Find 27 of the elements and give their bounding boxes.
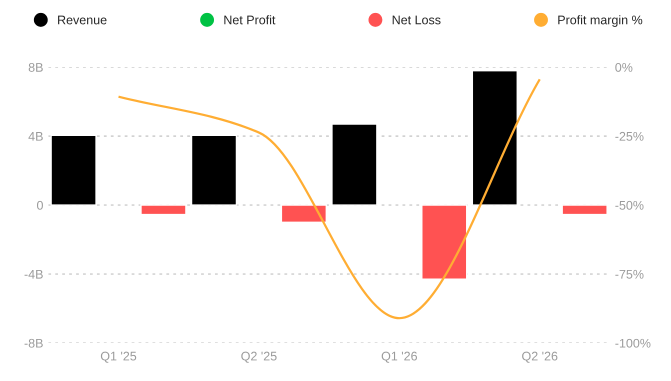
x-tick-label: Q1 '25 [100,352,136,363]
bar [421,204,468,280]
legend-label: Profit margin % [558,15,642,27]
bar [331,123,378,206]
bar [472,70,518,206]
y2-tick-label: -50% [615,200,644,210]
y-tick-label: 8B [28,62,43,72]
legend-label: Revenue [58,16,107,24]
x-tick-label: Q1 '26 [382,352,417,363]
y-tick-label: -8B [24,338,43,348]
bar [280,204,328,224]
legend-label: Net Loss [392,16,441,24]
line-series [117,78,541,320]
bar [562,204,608,216]
y-tick-label: 0 [36,200,43,210]
y2-tick-label: -100% [615,338,650,348]
y2-tick-label: 0% [615,62,632,72]
y2-tick-label: -25% [615,132,644,141]
bar [140,204,187,216]
x-tick-label: Q2 '26 [522,352,558,363]
bar [50,134,97,206]
y-tick-label: 4B [28,132,43,141]
legend-label: Net Profit [224,15,276,24]
y2-tick-label: -75% [615,270,644,279]
y-tick-label: -4B [24,270,43,279]
x-tick-label: Q2 '25 [241,352,277,363]
bar [190,134,238,206]
